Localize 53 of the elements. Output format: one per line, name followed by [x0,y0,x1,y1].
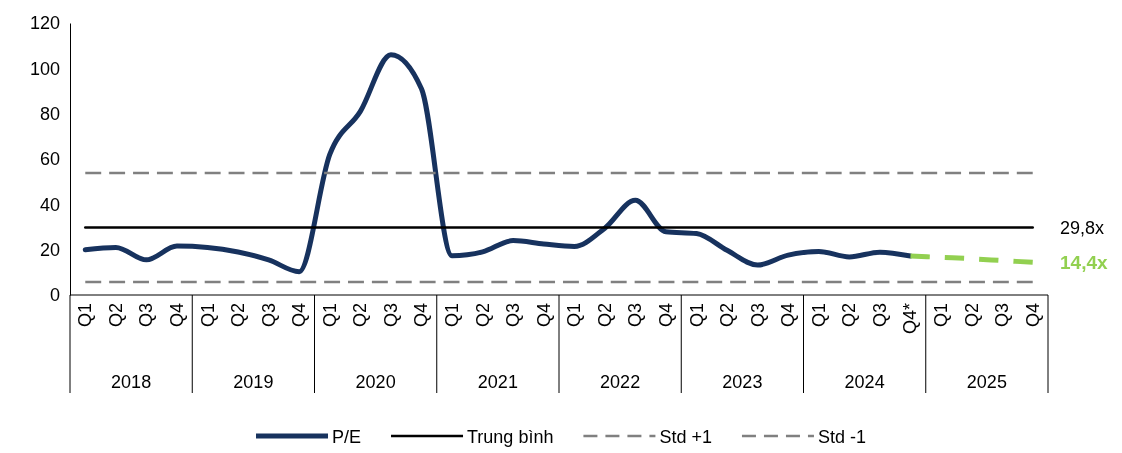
x-tick-label: Q1 [442,303,463,328]
x-tick-label: Q1 [75,303,96,328]
x-tick-label: Q3 [992,303,1013,328]
text: 2025 [966,372,1007,392]
x-tick-label: Q3 [625,303,646,328]
x-tick-label: Q4 [166,303,187,328]
x-tick-label: Q3 [747,303,768,328]
text: 2020 [355,372,396,392]
x-tick-label: Q3 [380,303,401,328]
x-tick-label: Q4 [1022,303,1043,328]
x-tick-label: Q3 [503,303,524,328]
text: 2023 [722,372,763,392]
text: 2018 [111,372,152,392]
y-tick-label: 80 [39,103,60,124]
data-label: 14,4x [1060,252,1108,274]
y-tick-label: 40 [39,194,60,215]
x-tick-label: Q2 [105,303,126,328]
x-tick-label: Q1 [197,303,218,328]
x-tick-label: Q4 [533,303,554,328]
legend-label: Trung bình [467,427,554,447]
legend-label: Std -1 [817,427,866,447]
x-tick-label: Q4* [900,303,921,335]
data-label: 29,8x [1060,218,1105,239]
text: 2022 [600,372,641,392]
y-tick-label: 0 [49,285,60,306]
x-tick-label: Q1 [319,303,340,328]
x-tick-label: Q2 [472,303,493,328]
x-tick-label: Q2 [717,303,738,328]
x-tick-label: Q2 [350,303,371,328]
x-tick-label: Q3 [869,303,890,328]
x-tick-label: Q4 [778,303,799,328]
text: 2024 [844,372,885,392]
y-tick-label: 100 [29,58,60,79]
legend-label: P/E [332,427,362,447]
x-tick-label: Q1 [686,303,707,328]
x-tick-label: Q3 [136,303,157,328]
y-tick-label: 60 [39,149,60,170]
x-tick-label: Q4 [411,303,432,328]
x-tick-label: Q2 [228,303,249,328]
x-tick-label: Q4 [655,303,676,328]
text: 2021 [477,372,518,392]
x-tick-label: Q1 [564,303,585,328]
x-tick-label: Q3 [258,303,279,328]
y-tick-label: 20 [39,239,60,260]
x-tick-label: Q4 [289,303,310,328]
x-tick-label: Q2 [839,303,860,328]
text: 2019 [233,372,274,392]
x-tick-label: Q2 [594,303,615,328]
x-tick-label: Q1 [808,303,829,328]
x-tick-label: Q1 [931,303,952,328]
y-tick-label: 120 [29,13,60,34]
legend-label: Std +1 [659,427,712,447]
x-tick-label: Q2 [961,303,982,328]
